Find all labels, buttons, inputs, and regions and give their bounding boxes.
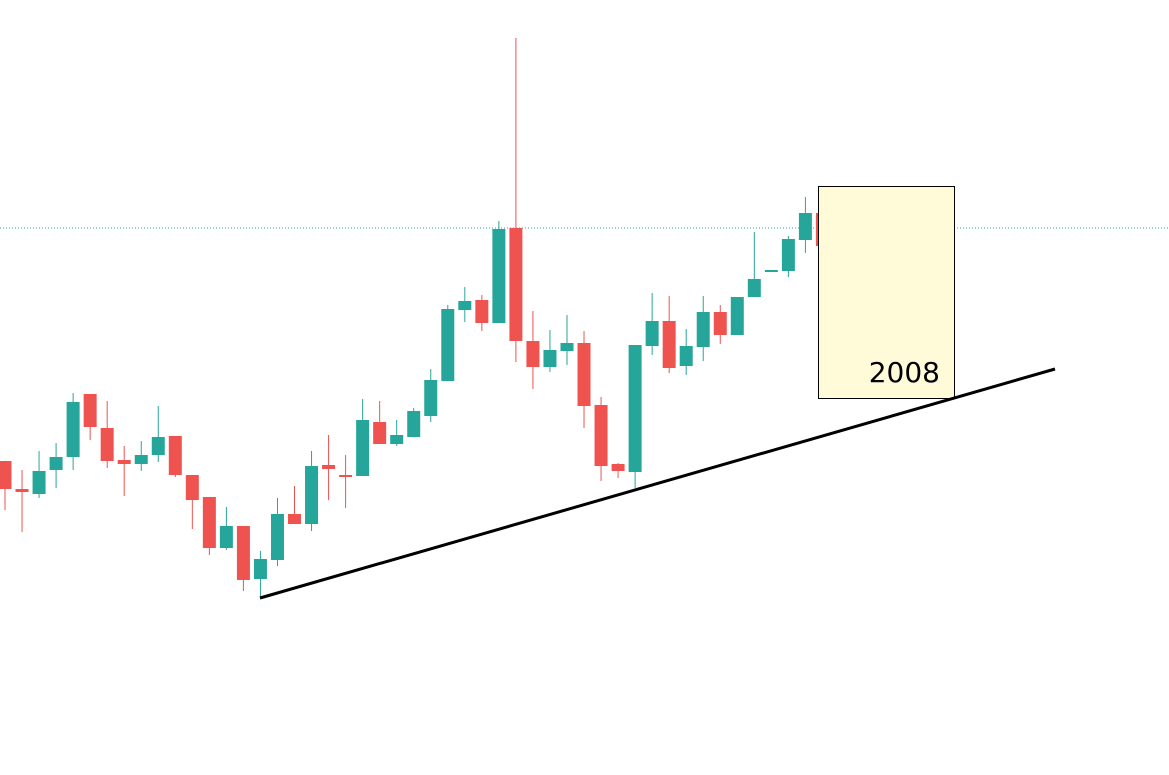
candle-body — [15, 489, 29, 492]
candle-body — [339, 475, 353, 477]
candle-body — [696, 312, 710, 347]
candle-body — [322, 465, 336, 469]
candle-body — [151, 437, 165, 455]
candle-body — [373, 422, 387, 444]
candle-body — [645, 321, 659, 346]
candle-body — [611, 464, 625, 471]
candle-body — [798, 213, 812, 240]
candle-body — [100, 428, 114, 461]
candle-body — [458, 301, 472, 310]
annotation-text: 2008 — [869, 356, 940, 389]
candle-body — [679, 346, 693, 366]
candle-body — [441, 309, 455, 381]
candle-body — [543, 350, 557, 367]
candle-body — [49, 457, 63, 470]
candle-body — [0, 461, 12, 489]
candle-body — [577, 343, 591, 406]
candle-body — [202, 497, 216, 548]
candle-body — [713, 312, 727, 335]
candle-body — [134, 455, 148, 464]
candle-body — [475, 300, 489, 323]
candle-body — [594, 405, 608, 466]
candle-body — [407, 411, 421, 437]
candle-body — [288, 514, 302, 524]
trend-line — [259, 367, 1056, 600]
candle-body — [424, 380, 438, 416]
annotation-box — [818, 186, 955, 399]
candle-body — [236, 526, 250, 580]
candle-body — [390, 435, 404, 444]
candle-body — [764, 270, 778, 272]
candle-body — [117, 460, 131, 464]
candle-body — [185, 475, 199, 500]
candle-body — [560, 343, 574, 351]
candle-body — [219, 526, 233, 548]
candle-body — [32, 471, 46, 494]
candle-body — [628, 345, 642, 472]
candle-body — [66, 402, 80, 457]
candle-body — [781, 239, 795, 271]
candle-body — [305, 466, 319, 524]
candle-body — [509, 228, 523, 341]
candle-body — [356, 420, 370, 476]
candle-body — [83, 394, 97, 427]
candle-body — [168, 436, 182, 475]
candle-body — [662, 321, 676, 368]
candle-body — [747, 279, 761, 297]
candle-body — [526, 341, 540, 367]
candle-body — [253, 559, 267, 579]
candles — [0, 38, 1169, 597]
candle-body — [270, 514, 284, 560]
candle-body — [730, 297, 744, 335]
candle-body — [492, 229, 506, 323]
